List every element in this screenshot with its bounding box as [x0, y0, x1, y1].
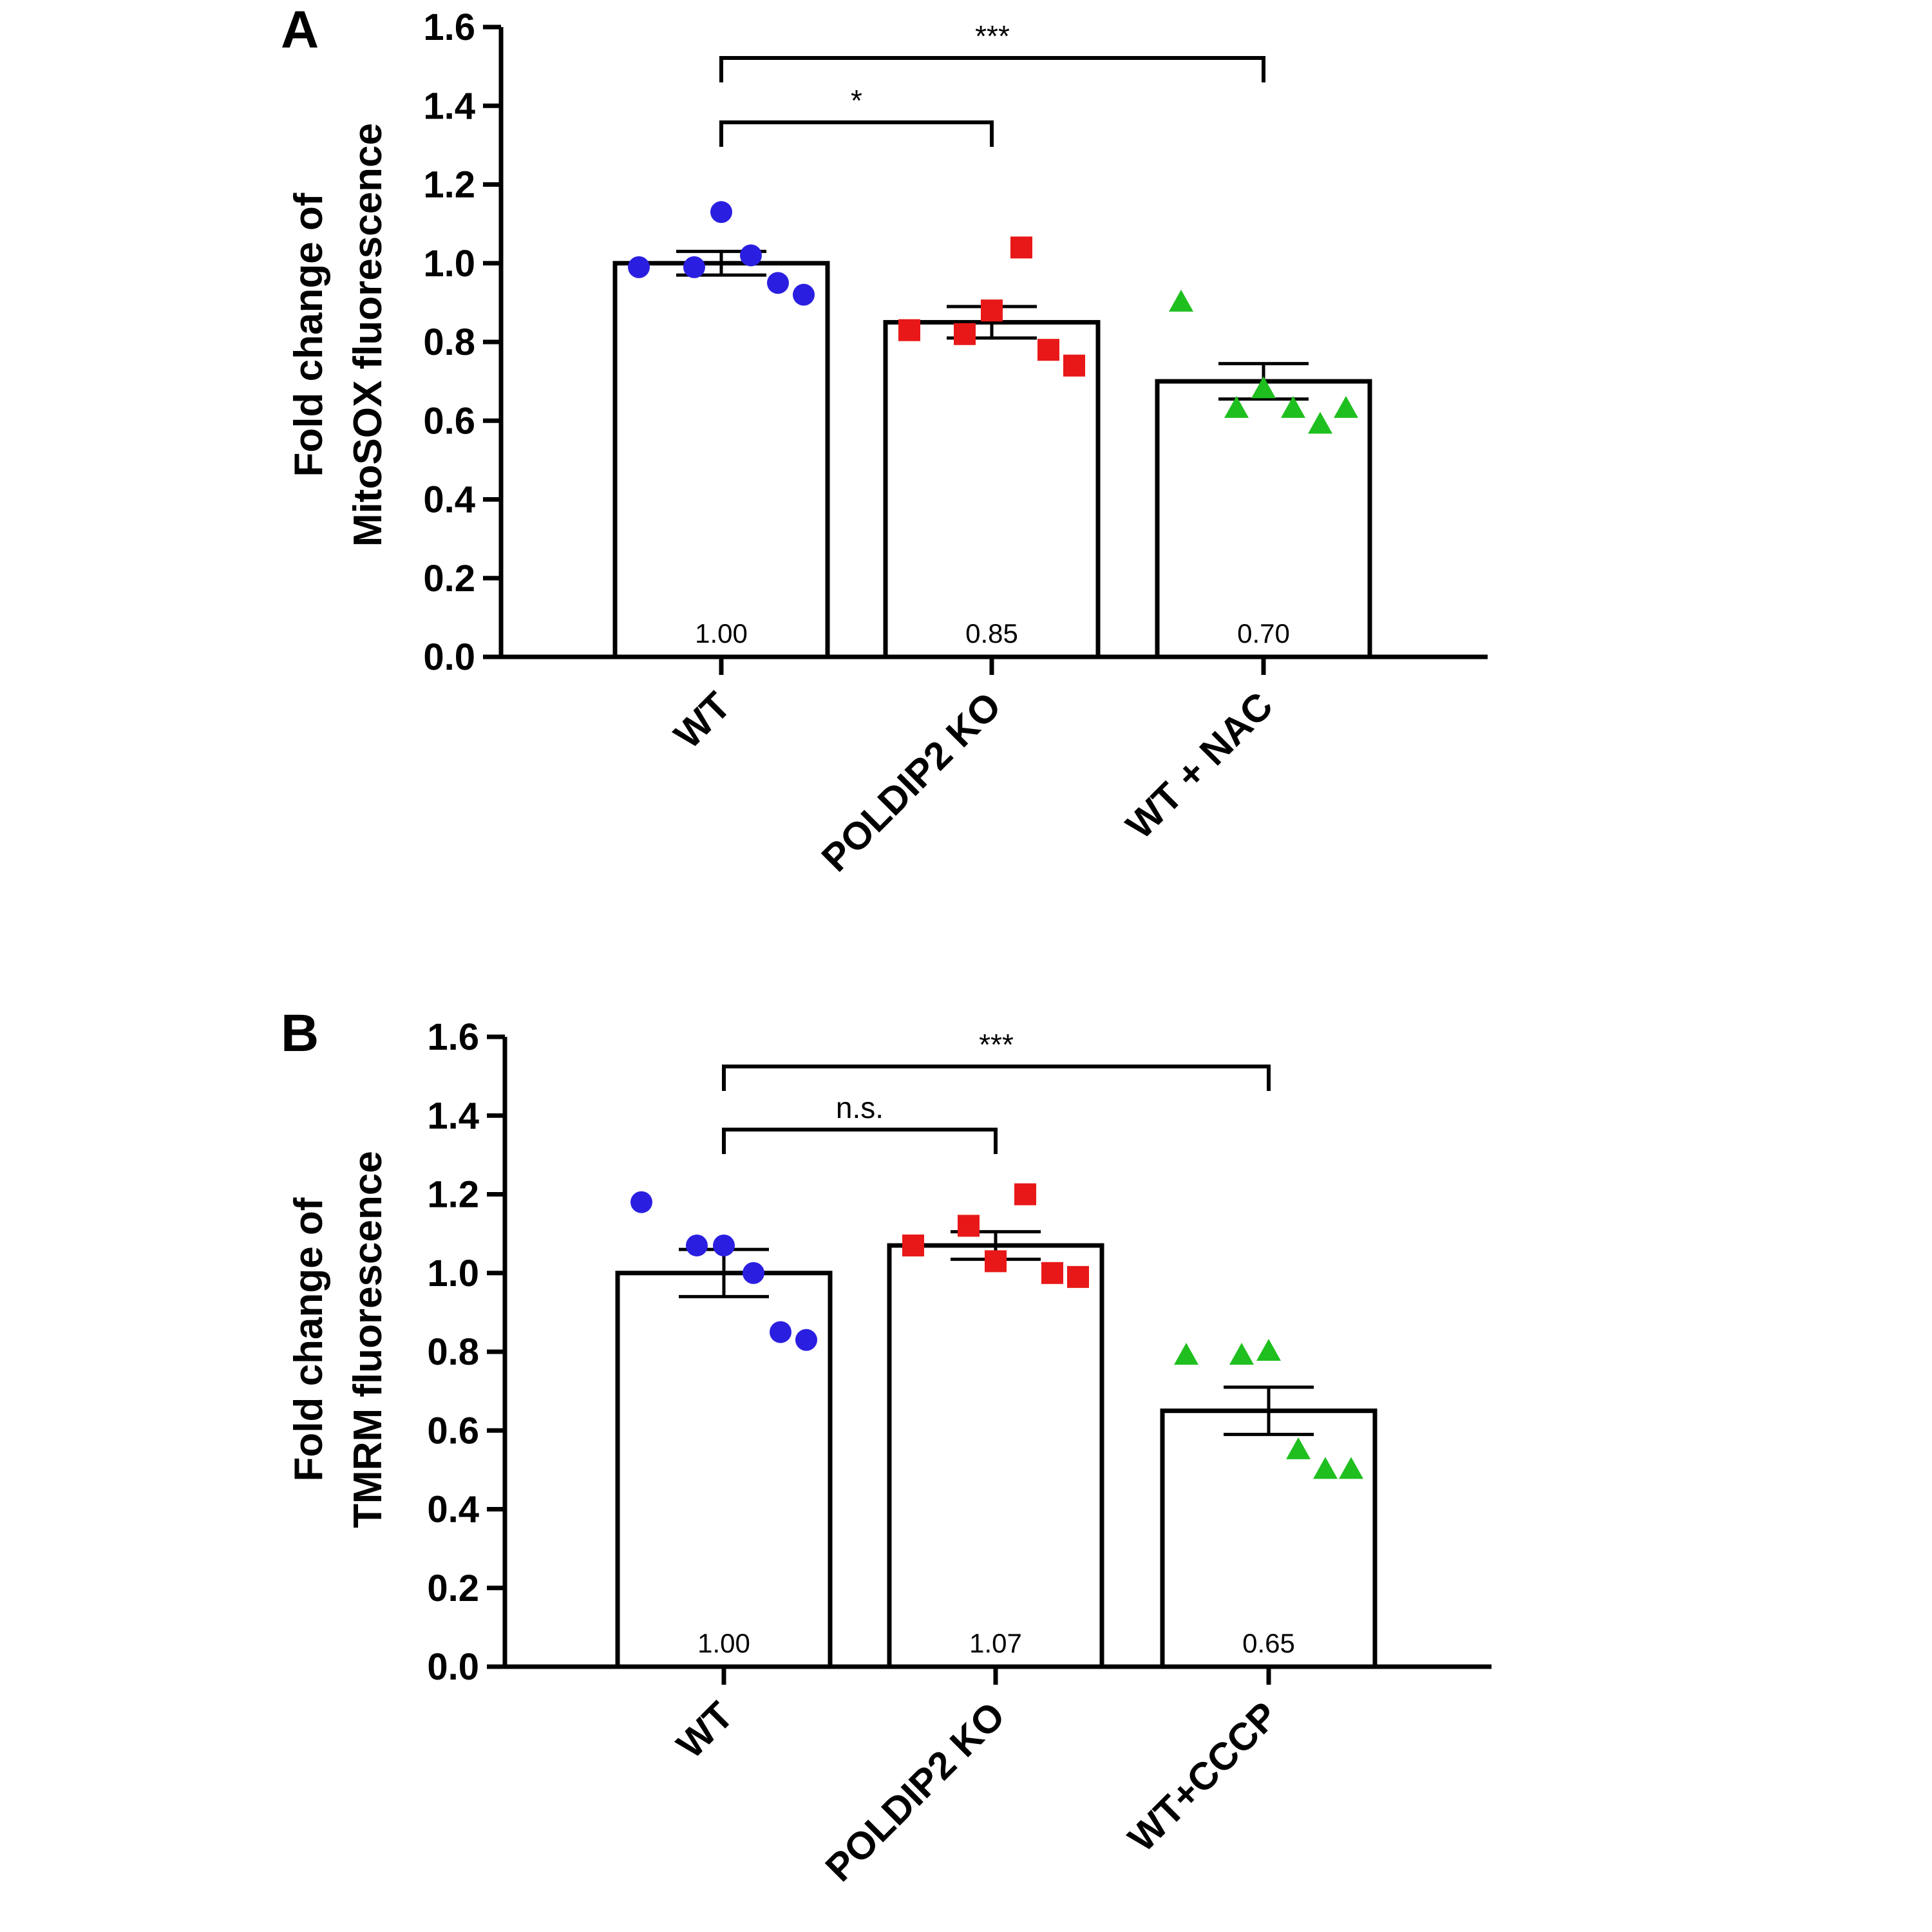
- x-tick-label: WT: [668, 1694, 741, 1766]
- data-point-triangle: [1313, 1457, 1338, 1479]
- data-point-triangle: [1229, 1343, 1254, 1365]
- data-point-circle: [740, 244, 762, 267]
- data-point-circle: [743, 1262, 764, 1284]
- y-tick-label: 0.4: [423, 479, 475, 521]
- x-tick-label: WT: [666, 684, 739, 757]
- x-tick-label: WT+CCCP: [1120, 1694, 1286, 1860]
- bar: [1160, 1408, 1378, 1669]
- data-point-triangle: [1224, 395, 1249, 418]
- data-point-circle: [628, 256, 650, 278]
- data-point-triangle: [1286, 1437, 1311, 1459]
- y-tick-label: 0.8: [427, 1331, 479, 1373]
- y-tick-label: 0.8: [423, 321, 475, 363]
- data-point-square: [898, 319, 920, 341]
- data-point-circle: [713, 1234, 735, 1256]
- panel-letter: A: [281, 1, 319, 59]
- y-tick-label: 1.2: [423, 164, 475, 206]
- bar-value-label: 1.00: [697, 1628, 750, 1658]
- x-tick-label: POLDIP2 KO: [813, 684, 1009, 880]
- data-point-triangle: [1251, 376, 1276, 399]
- data-point-square: [1010, 236, 1032, 259]
- data-point-square: [958, 1215, 980, 1237]
- y-tick-label: 0.6: [423, 400, 475, 442]
- data-point-square: [1067, 1265, 1089, 1288]
- bar-value-label: 1.00: [695, 618, 748, 649]
- significance-bracket: [722, 1128, 998, 1154]
- x-tick-label: WT + NAC: [1118, 684, 1282, 848]
- bar: [1155, 379, 1372, 659]
- data-point-circle: [686, 1234, 708, 1256]
- y-tick-label: 1.4: [427, 1095, 479, 1137]
- y-axis-label-line-1: Fold change of: [287, 1197, 331, 1481]
- data-point-square: [985, 1250, 1007, 1273]
- significance-label: n.s.: [836, 1091, 884, 1124]
- data-point-square: [954, 323, 976, 345]
- bar-value-label: 0.85: [965, 618, 1018, 649]
- data-point-circle: [630, 1191, 652, 1213]
- significance-label: *: [851, 84, 862, 117]
- data-point-square: [981, 299, 1003, 322]
- bar: [612, 261, 830, 659]
- significance-label: ***: [979, 1028, 1014, 1061]
- y-axis-label-line-1: Fold change of: [287, 193, 331, 477]
- bar-value-label: 0.65: [1242, 1628, 1295, 1658]
- significance-bracket: [719, 56, 1265, 82]
- bar: [887, 1243, 1104, 1669]
- y-tick-label: 0.2: [427, 1567, 479, 1609]
- y-tick-label: 1.0: [427, 1253, 479, 1294]
- data-point-square: [1037, 339, 1059, 361]
- data-point-triangle: [1169, 289, 1193, 312]
- bar-value-label: 1.07: [969, 1628, 1022, 1658]
- data-point-circle: [710, 201, 732, 223]
- panel-a: A Fold change of MitoSOX fluorescence 1.…: [281, 1, 1488, 880]
- data-point-triangle: [1308, 412, 1332, 434]
- data-point-circle: [795, 1329, 817, 1351]
- y-tick-label: 1.6: [423, 6, 475, 48]
- data-point-square: [1041, 1262, 1063, 1284]
- y-tick-label: 0.2: [423, 558, 475, 600]
- y-tick-label: 0.0: [427, 1646, 479, 1688]
- data-point-square: [902, 1234, 924, 1256]
- bar: [883, 319, 1101, 659]
- data-point-circle: [770, 1321, 791, 1343]
- y-tick-label: 0.0: [423, 636, 475, 678]
- significance-label: ***: [975, 19, 1010, 53]
- y-tick-label: 1.4: [423, 85, 475, 127]
- y-tick-label: 0.6: [427, 1410, 479, 1452]
- y-tick-label: 1.6: [427, 1016, 479, 1058]
- bar: [615, 1271, 833, 1669]
- data-point-square: [1014, 1183, 1036, 1206]
- data-point-circle: [683, 256, 705, 278]
- y-axis-label-line-2: MitoSOX fluorescence: [346, 123, 390, 547]
- significance-bracket: [722, 1065, 1271, 1091]
- data-point-square: [1063, 354, 1085, 377]
- data-point-triangle: [1256, 1339, 1281, 1361]
- significance-bracket: [719, 120, 994, 147]
- data-point-triangle: [1281, 395, 1305, 418]
- data-point-circle: [793, 283, 815, 306]
- data-point-triangle: [1339, 1457, 1363, 1479]
- data-point-triangle: [1334, 395, 1358, 418]
- y-axis-label-line-2: TMRM fluorescence: [346, 1151, 390, 1528]
- y-tick-label: 1.0: [423, 243, 475, 285]
- data-point-circle: [767, 272, 789, 294]
- panel-letter: B: [281, 1004, 319, 1063]
- panel-b: B Fold change of TMRM fluorescence 1.00 1…: [281, 1004, 1492, 1889]
- bar-value-label: 0.70: [1237, 618, 1290, 649]
- y-tick-label: 0.4: [427, 1489, 479, 1531]
- data-point-triangle: [1174, 1343, 1198, 1365]
- y-tick-label: 1.2: [427, 1174, 479, 1216]
- x-tick-label: POLDIP2 KO: [817, 1694, 1013, 1889]
